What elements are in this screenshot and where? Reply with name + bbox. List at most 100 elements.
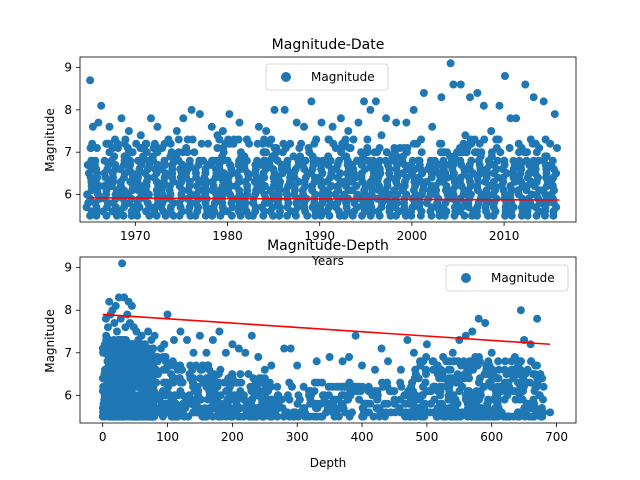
magnitude-depth-point [539, 382, 548, 391]
magnitude-date-point [417, 148, 426, 157]
magnitude-date-point [328, 122, 337, 131]
magnitude-date-point [111, 135, 119, 144]
magnitude-depth-point [526, 399, 535, 408]
magnitude-depth-subplot: Magnitude-Depth 0 100 200 300 400 500 600 700 6… [43, 238, 577, 470]
magnitude-depth-legend-marker [461, 273, 471, 283]
magnitude-depth-point [474, 314, 483, 323]
magnitude-date-x-tick-label: 1980 [212, 229, 243, 243]
magnitude-depth-point [437, 399, 446, 408]
magnitude-depth-point [273, 382, 282, 391]
magnitude-depth-point [296, 408, 305, 417]
magnitude-depth-point [239, 412, 248, 421]
magnitude-depth-point [325, 353, 334, 361]
magnitude-date-point [495, 101, 504, 110]
magnitude-date-point [207, 122, 216, 131]
magnitude-date-point [381, 156, 390, 165]
magnitude-date-point [443, 148, 452, 157]
magnitude-depth-point [233, 395, 242, 404]
magnitude-date-y-tick-label: 6 [64, 188, 72, 202]
magnitude-date-point [408, 156, 417, 165]
magnitude-date-point [428, 122, 437, 131]
magnitude-depth-point [103, 374, 112, 383]
magnitude-date-point [312, 135, 321, 144]
magnitude-depth-point [457, 361, 466, 370]
magnitude-depth-point [519, 408, 528, 417]
magnitude-depth-point [247, 395, 256, 404]
magnitude-date-point [363, 135, 372, 144]
magnitude-depth-point [469, 412, 478, 421]
magnitude-depth-point [311, 404, 320, 413]
magnitude-depth-point [345, 412, 354, 421]
magnitude-depth-point [299, 382, 308, 391]
magnitude-date-point [100, 156, 109, 165]
magnitude-depth-point [359, 412, 368, 421]
magnitude-date-x-tick-label: 1970 [120, 229, 151, 243]
magnitude-depth-x-tick-label: 300 [286, 430, 309, 444]
magnitude-date-point [301, 156, 310, 165]
magnitude-depth-point [351, 331, 360, 340]
magnitude-date-legend-box [265, 63, 389, 91]
magnitude-date-point [88, 122, 97, 131]
magnitude-date-point [496, 148, 505, 157]
magnitude-depth-point [293, 361, 302, 370]
magnitude-depth-point [117, 399, 126, 408]
magnitude-depth-point [160, 340, 169, 349]
magnitude-date-point [179, 114, 188, 123]
magnitude-depth-point [518, 378, 527, 387]
magnitude-depth-point [110, 336, 118, 344]
magnitude-depth-point [516, 306, 525, 315]
magnitude-date-point [225, 110, 234, 119]
magnitude-depth-point [417, 408, 426, 417]
magnitude-date-point [345, 144, 354, 152]
magnitude-depth-point [237, 378, 246, 387]
magnitude-depth-point [446, 365, 455, 374]
magnitude-depth-point [239, 391, 248, 400]
magnitude-depth-point [419, 399, 428, 408]
magnitude-depth-point [453, 370, 462, 379]
magnitude-depth-point [320, 395, 329, 404]
magnitude-depth-point [389, 387, 398, 396]
magnitude-depth-point [254, 404, 263, 413]
magnitude-date-point [512, 114, 521, 123]
magnitude-date-point [262, 127, 271, 135]
magnitude-depth-point [111, 365, 120, 374]
magnitude-depth-point [416, 361, 425, 370]
magnitude-depth-point [449, 357, 458, 366]
magnitude-date-point [382, 148, 391, 157]
magnitude-depth-point [384, 357, 392, 366]
magnitude-depth-point [260, 365, 269, 374]
magnitude-depth-point [123, 310, 132, 319]
magnitude-date-point [160, 156, 169, 165]
magnitude-depth-point [533, 314, 542, 323]
magnitude-date-axes-frame [79, 56, 577, 223]
magnitude-date-point [369, 156, 378, 165]
magnitude-depth-point [461, 391, 470, 400]
magnitude-depth-point [497, 382, 506, 391]
magnitude-depth-x-tick-label: 500 [415, 430, 438, 444]
magnitude-depth-point [436, 391, 445, 400]
magnitude-date-point [487, 127, 496, 135]
magnitude-depth-x-tick-label: 200 [221, 430, 244, 444]
magnitude-depth-point [195, 404, 204, 413]
magnitude-depth-point [360, 399, 369, 408]
magnitude-depth-point [113, 387, 122, 396]
magnitude-depth-point [526, 340, 535, 349]
magnitude-date-point [183, 148, 192, 157]
magnitude-depth-point [178, 391, 187, 400]
magnitude-date-point [187, 105, 196, 114]
magnitude-depth-point [468, 327, 477, 336]
magnitude-depth-point [507, 370, 516, 379]
magnitude-date-point [305, 148, 314, 157]
magnitude-date-point [279, 139, 288, 148]
magnitude-date-point [270, 105, 279, 114]
magnitude-date-point [237, 152, 246, 161]
magnitude-depth-point [140, 340, 149, 349]
magnitude-date-point [344, 127, 353, 135]
magnitude-date-y-ticks: 6 7 8 9 [64, 61, 80, 202]
magnitude-date-point [132, 139, 141, 148]
magnitude-depth-point [113, 327, 121, 336]
magnitude-depth-point [500, 365, 509, 374]
magnitude-depth-point [124, 382, 132, 391]
magnitude-depth-point [150, 331, 159, 340]
magnitude-depth-point [247, 331, 256, 340]
